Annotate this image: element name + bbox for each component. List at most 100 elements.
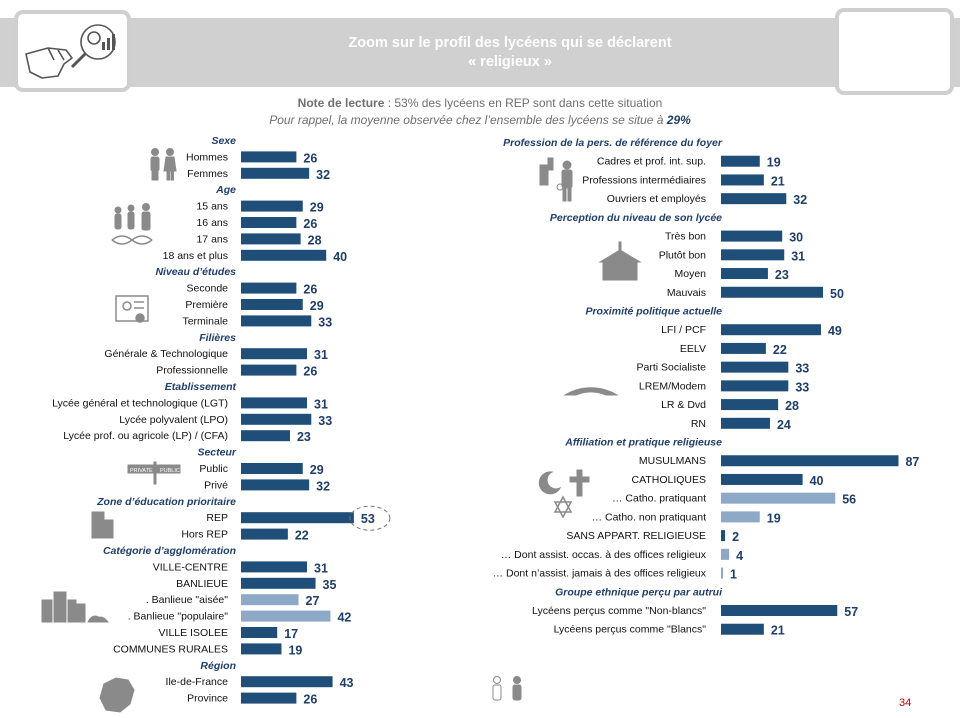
- left-bar: [241, 233, 301, 245]
- left-value-label: 26: [303, 151, 317, 165]
- left-value-label: 26: [303, 365, 317, 379]
- left-group-heading: Etablissement: [165, 381, 237, 393]
- religious-symbols-icon: [538, 469, 590, 519]
- left-category-label: Générale & Technologique: [104, 348, 228, 360]
- right-value-label: 28: [785, 399, 799, 413]
- left-group-heading: Age: [215, 184, 236, 196]
- left-bar: [241, 561, 308, 573]
- right-bar: [721, 174, 764, 186]
- right-value-label: 24: [777, 418, 791, 432]
- right-bar: [721, 567, 724, 579]
- left-bar: [241, 627, 278, 638]
- left-category-label: Première: [185, 299, 228, 311]
- right-bar: [721, 193, 787, 205]
- left-bar: [241, 282, 297, 294]
- right-category-label: Lycéens perçus comme "Non-blancs": [532, 605, 706, 617]
- left-category-label: Lycée prof. ou agricole (LP) / (CFA): [63, 430, 228, 442]
- right-value-label: 1: [730, 568, 737, 582]
- left-category-label: Seconde: [187, 283, 229, 295]
- left-category-label: Professionnelle: [156, 365, 228, 377]
- title-banner: [0, 18, 960, 87]
- left-value-label: 26: [303, 217, 317, 231]
- left-bar: [241, 413, 312, 425]
- right-category-label: Moyen: [674, 268, 706, 280]
- left-bar: [241, 676, 333, 688]
- left-bar: [241, 594, 299, 606]
- svg-text:PUBLIC: PUBLIC: [160, 468, 180, 474]
- left-value-label: 53: [361, 512, 375, 526]
- person-outline-icon: [492, 676, 522, 701]
- average-reminder-text: Pour rappel, la moyenne observée chez l’…: [269, 113, 667, 127]
- right-group-heading: Profession de la pers. de référence du f…: [503, 137, 723, 149]
- average-reminder: Pour rappel, la moyenne observée chez l’…: [180, 113, 780, 127]
- right-value-label: 50: [830, 287, 844, 301]
- right-category-label: … Dont n’assist. jamais à des offices re…: [493, 568, 707, 580]
- left-bar: [241, 479, 310, 491]
- left-category-label: 18 ans et plus: [163, 250, 228, 262]
- right-category-label: Très bon: [665, 231, 706, 243]
- left-value-label: 26: [303, 693, 317, 707]
- left-bar: [241, 610, 331, 622]
- right-bar: [721, 548, 730, 560]
- left-bar: [241, 249, 327, 261]
- page-number: 34: [899, 697, 912, 709]
- workers-icon: [539, 157, 573, 202]
- average-value: 29%: [666, 113, 691, 127]
- right-value-label: 49: [828, 324, 842, 338]
- left-value-label: 23: [297, 430, 311, 444]
- city-skyline-icon: [41, 591, 110, 623]
- logo-box: [14, 10, 131, 92]
- left-highlight-ring: [349, 505, 391, 531]
- svg-text:PRIVATE: PRIVATE: [130, 468, 153, 474]
- right-value-label: 19: [767, 511, 781, 525]
- left-bar: [241, 512, 354, 524]
- left-value-label: 32: [316, 479, 330, 493]
- left-category-label: 16 ans: [196, 217, 228, 229]
- left-value-label: 27: [306, 594, 320, 608]
- right-category-label: CATHOLIQUES: [632, 474, 706, 486]
- bars-layer: Sexe Hommes 26 Femmes 32 Age 15 ans 29 16 ans 26 1…: [52, 135, 919, 707]
- right-group-heading: Affiliation et pratique religieuse: [564, 437, 722, 449]
- right-category-label: Professions intermédiaires: [582, 174, 706, 186]
- left-bar: [241, 577, 316, 589]
- left-value-label: 40: [333, 250, 347, 264]
- right-category-label: LR & Dvd: [661, 399, 706, 411]
- left-value-label: 28: [308, 233, 322, 247]
- left-value-label: 17: [284, 627, 298, 641]
- right-bar: [721, 249, 785, 261]
- left-bar: [241, 151, 297, 163]
- chart-icons: PRIVATE PUBLIC: [41, 148, 642, 713]
- right-bar: [721, 342, 766, 354]
- right-category-label: Plutôt bon: [659, 249, 706, 261]
- left-group-heading: Sexe: [211, 135, 236, 147]
- right-value-label: 57: [844, 605, 858, 619]
- right-value-label: 23: [775, 268, 789, 282]
- reading-note: Note de lecture : 53% des lycéens en REP…: [180, 96, 780, 110]
- right-group-heading: Groupe ethnique perçu par autrui: [555, 586, 723, 598]
- left-category-label: Privé: [204, 479, 228, 491]
- left-group-heading: Catégorie d’agglomération: [103, 545, 236, 557]
- right-value-label: 21: [771, 624, 785, 638]
- left-bar: [241, 463, 303, 474]
- right-bar: [721, 455, 899, 467]
- right-value-label: 40: [810, 474, 824, 488]
- right-category-label: … Dont assist. occas. à des offices reli…: [501, 549, 707, 561]
- france-map-icon: [99, 677, 135, 713]
- right-value-label: 4: [736, 549, 743, 563]
- right-category-label: Ouvriers et employés: [607, 193, 706, 205]
- left-value-label: 42: [337, 611, 351, 625]
- left-category-label: Terminale: [182, 315, 228, 327]
- right-value-label: 33: [795, 380, 809, 394]
- right-value-label: 31: [791, 249, 805, 263]
- right-category-label: EELV: [680, 343, 706, 355]
- right-category-label: Parti Socialiste: [637, 362, 707, 374]
- right-value-label: 22: [773, 343, 787, 357]
- right-bar: [721, 155, 760, 167]
- people-icon: [150, 148, 177, 181]
- left-category-label: Ile-de-France: [166, 676, 229, 688]
- magnifier-chart-icon: [25, 24, 116, 79]
- left-category-label: REP: [206, 512, 228, 524]
- reading-note-text: : 53% des lycéens en REP sont dans cette…: [384, 96, 663, 110]
- right-bar: [721, 268, 768, 280]
- left-category-label: Hommes: [186, 151, 228, 163]
